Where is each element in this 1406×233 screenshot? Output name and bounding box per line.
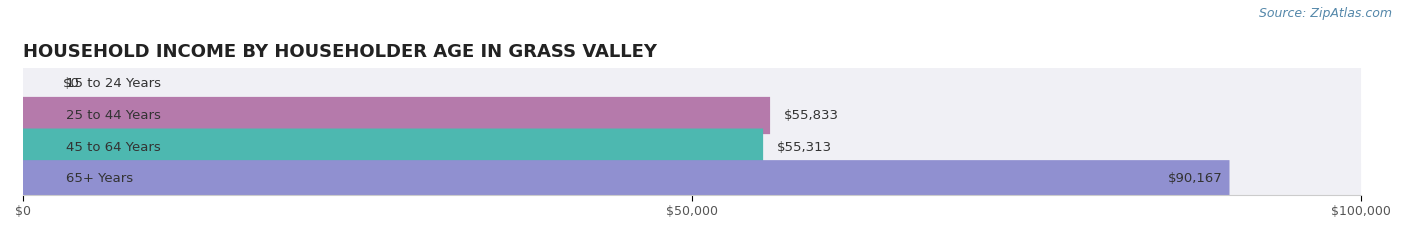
Text: 65+ Years: 65+ Years bbox=[66, 172, 134, 185]
Text: HOUSEHOLD INCOME BY HOUSEHOLDER AGE IN GRASS VALLEY: HOUSEHOLD INCOME BY HOUSEHOLDER AGE IN G… bbox=[22, 43, 657, 61]
Text: $90,167: $90,167 bbox=[1168, 172, 1223, 185]
Text: 15 to 24 Years: 15 to 24 Years bbox=[66, 77, 160, 90]
FancyBboxPatch shape bbox=[22, 100, 1361, 131]
Text: $55,313: $55,313 bbox=[776, 141, 831, 154]
Text: 25 to 44 Years: 25 to 44 Years bbox=[66, 109, 160, 122]
Text: $0: $0 bbox=[63, 77, 80, 90]
FancyBboxPatch shape bbox=[22, 129, 763, 166]
FancyBboxPatch shape bbox=[22, 131, 1361, 163]
FancyBboxPatch shape bbox=[22, 129, 1361, 166]
FancyBboxPatch shape bbox=[22, 160, 1361, 197]
FancyBboxPatch shape bbox=[22, 65, 1361, 103]
FancyBboxPatch shape bbox=[22, 160, 1229, 197]
Text: $55,833: $55,833 bbox=[783, 109, 838, 122]
FancyBboxPatch shape bbox=[22, 97, 770, 134]
FancyBboxPatch shape bbox=[22, 163, 1361, 195]
Text: Source: ZipAtlas.com: Source: ZipAtlas.com bbox=[1258, 7, 1392, 20]
Text: 45 to 64 Years: 45 to 64 Years bbox=[66, 141, 160, 154]
FancyBboxPatch shape bbox=[22, 68, 1361, 100]
FancyBboxPatch shape bbox=[22, 97, 1361, 134]
